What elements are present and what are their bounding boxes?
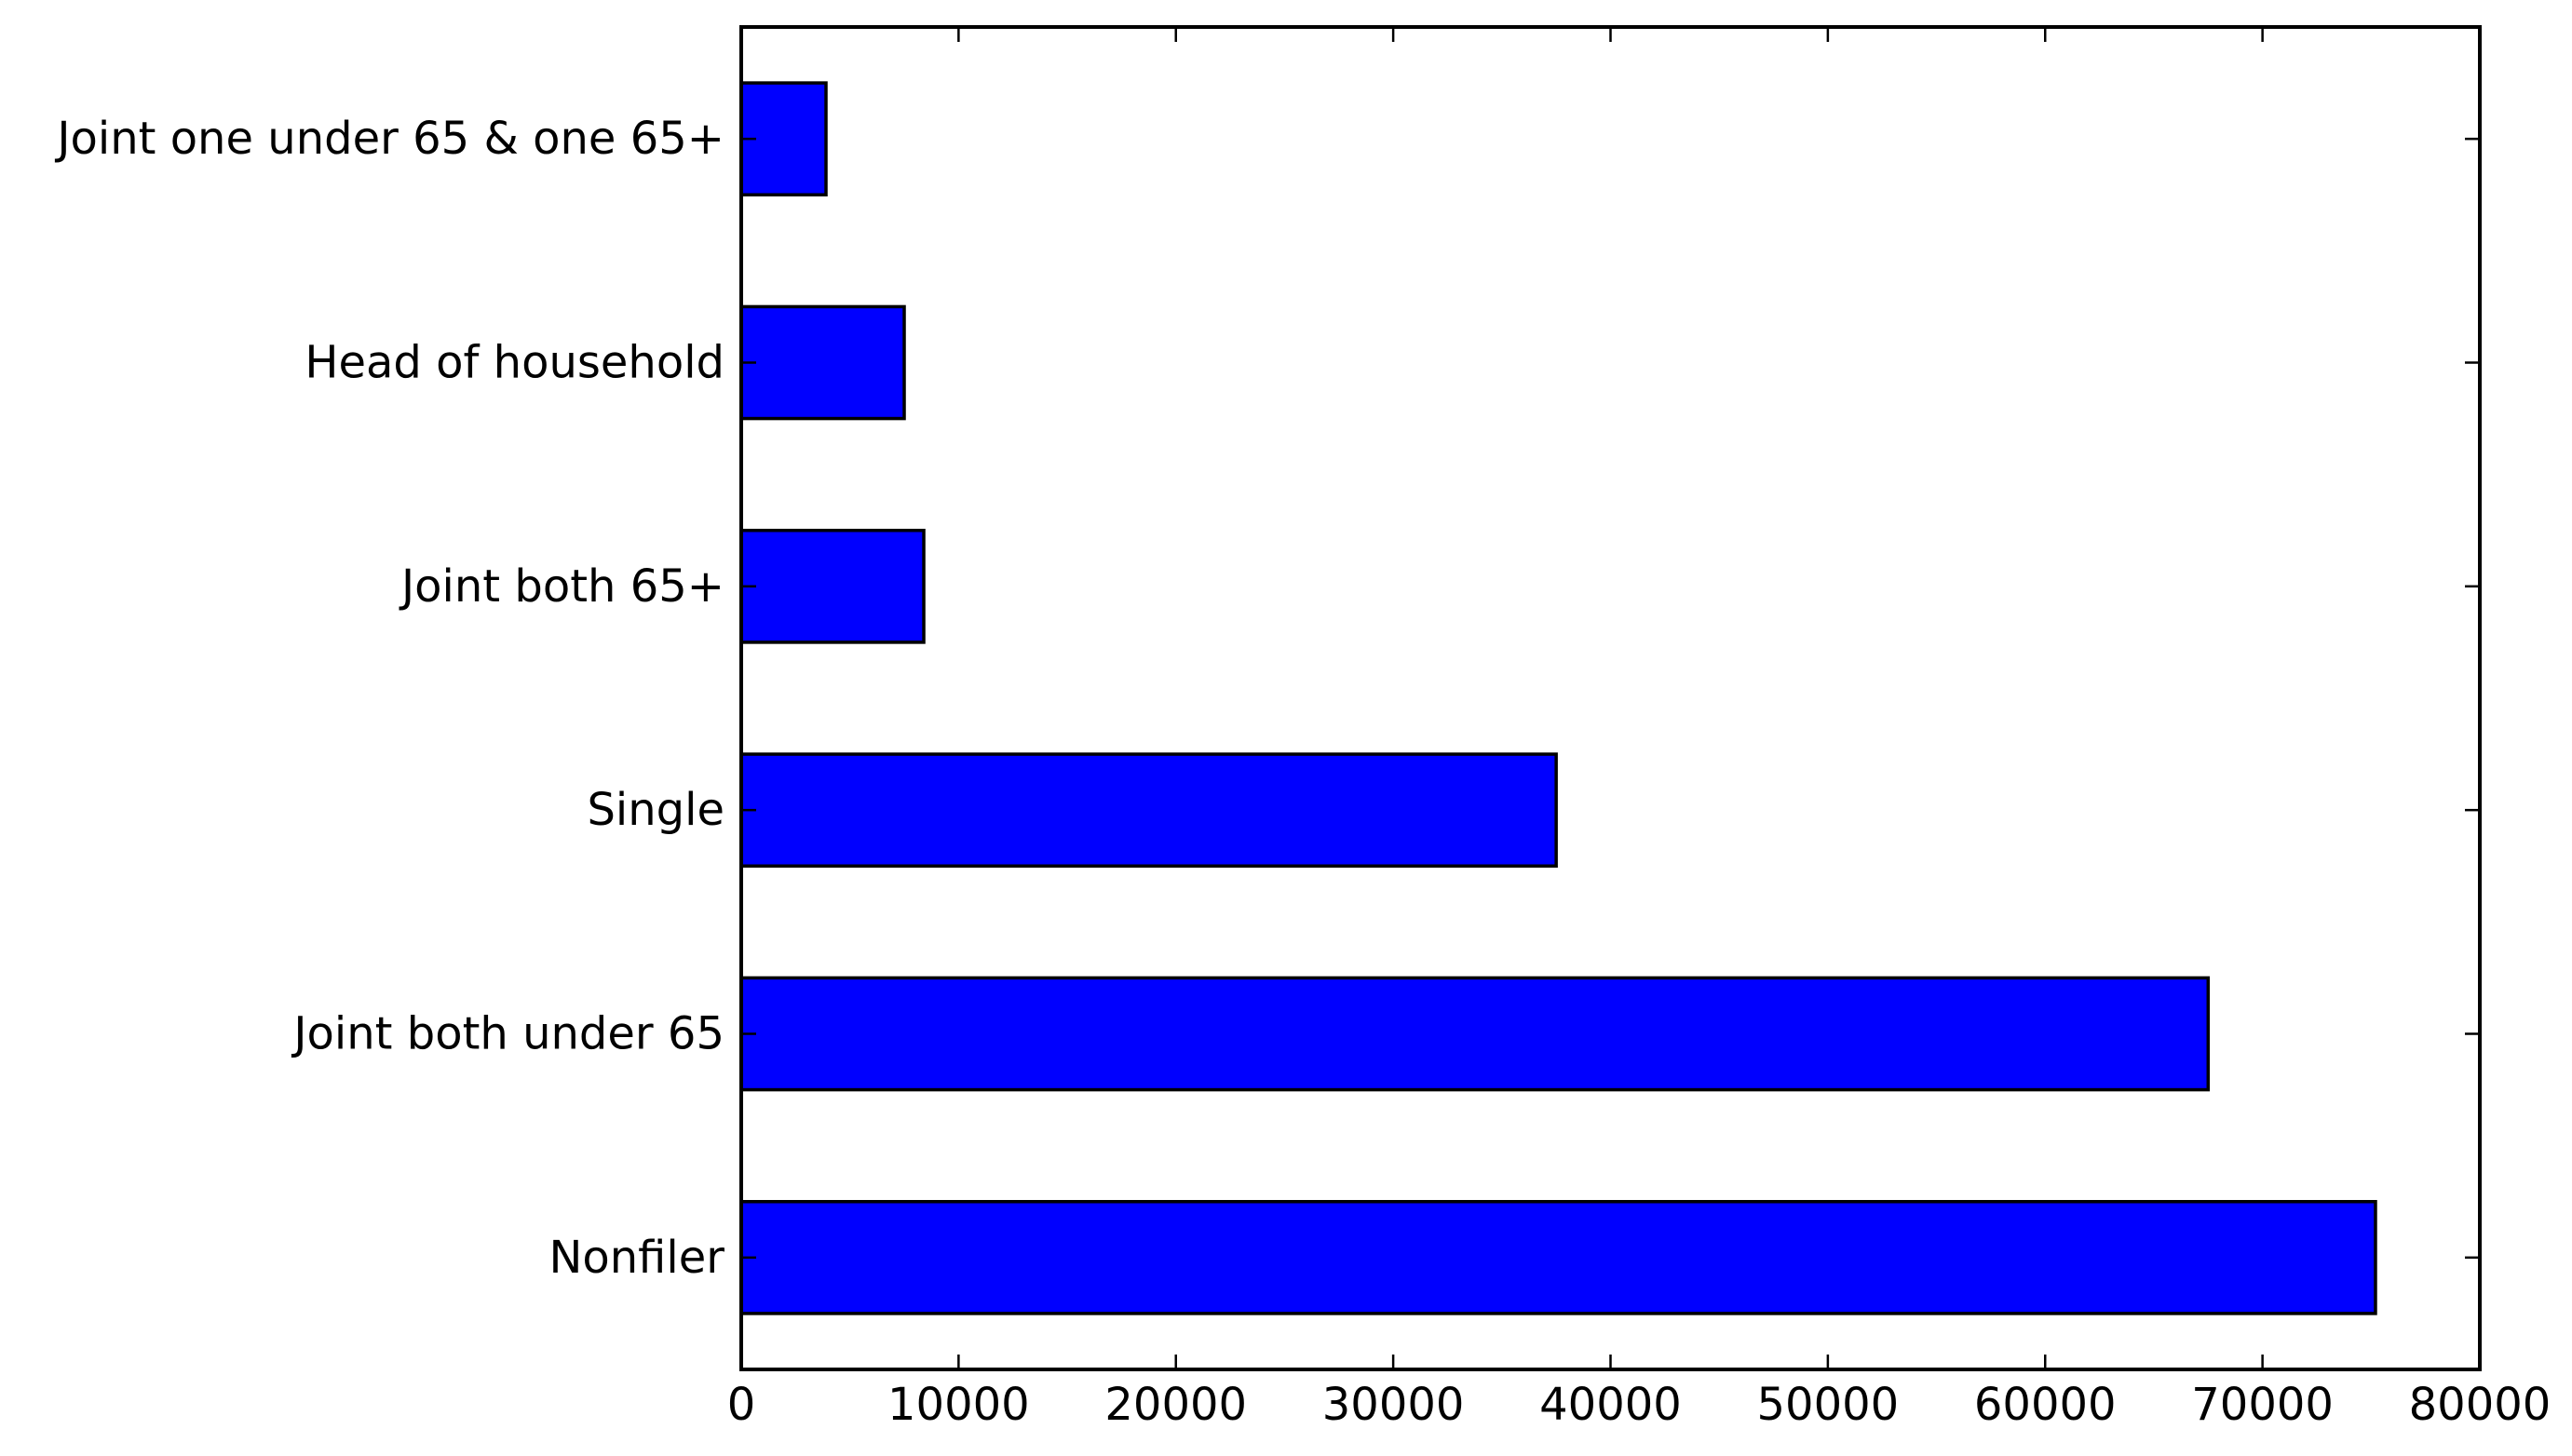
x-tick-label: 20000 [1104,1379,1247,1431]
x-tick-label: 40000 [1539,1379,1682,1431]
x-tick-label: 80000 [2409,1379,2552,1431]
category-label: Joint both under 65 [291,1008,724,1060]
ticks-group [739,27,2482,1369]
bar [739,1200,2377,1315]
category-label: Joint one under 65 & one 65+ [54,113,724,165]
x-tick-label: 50000 [1757,1379,1900,1431]
bar [739,529,926,644]
bar [739,976,2211,1092]
category-label: Single [587,784,724,836]
category-labels-group: Nonfiler Joint both under 65 Single Joint b… [54,113,724,1284]
category-label: Nonfiler [548,1232,724,1284]
bars-group [739,81,2377,1315]
category-label: Joint both 65+ [399,560,724,613]
x-tick-label: 10000 [887,1379,1030,1431]
x-tick-labels-group: 0 10000 20000 30000 40000 50000 60000 70000 8000… [727,1379,2552,1431]
x-tick-label: 0 [727,1379,756,1431]
bar [739,304,906,421]
plot-frame [739,25,2482,1371]
x-tick-label: 60000 [1974,1379,2117,1431]
x-tick-label: 30000 [1322,1379,1465,1431]
x-tick-label: 70000 [2191,1379,2334,1431]
category-label: Head of household [305,337,724,389]
bar [739,752,1558,868]
